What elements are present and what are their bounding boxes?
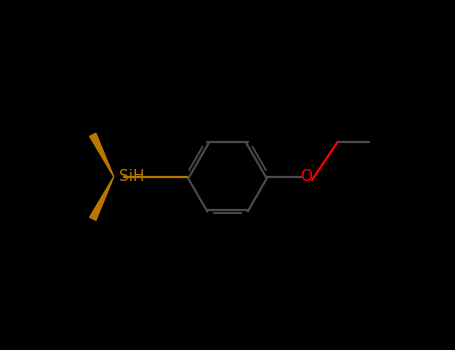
Text: SiH: SiH	[119, 169, 144, 184]
Polygon shape	[90, 177, 114, 220]
Text: O: O	[300, 169, 312, 184]
Polygon shape	[90, 133, 114, 177]
